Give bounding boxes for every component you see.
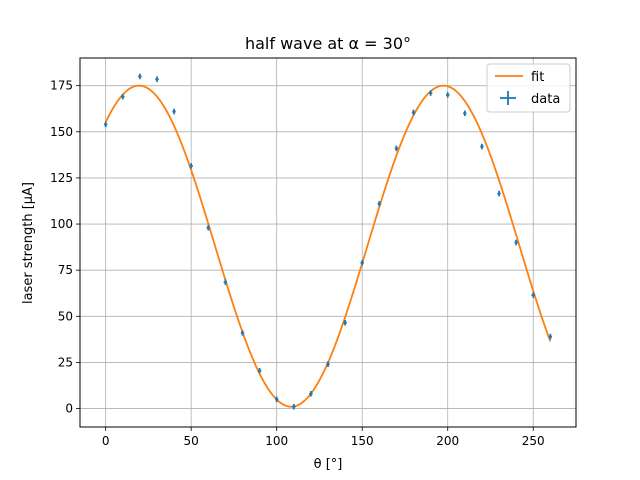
data-point bbox=[428, 90, 433, 96]
data-point bbox=[155, 76, 159, 82]
y-tick-label: 50 bbox=[58, 309, 73, 323]
y-tick-label: 100 bbox=[50, 217, 73, 231]
y-tick-label: 175 bbox=[50, 79, 73, 93]
x-tick-label: 150 bbox=[351, 434, 374, 448]
x-tick-label: 250 bbox=[522, 434, 545, 448]
data-point bbox=[309, 391, 313, 397]
data-point bbox=[463, 110, 467, 117]
legend: fit data bbox=[486, 63, 571, 113]
y-axis-ticks: 0 25 50 75 100 125 150 175 bbox=[50, 79, 80, 416]
data-point bbox=[446, 92, 450, 98]
data-point bbox=[121, 93, 125, 100]
x-axis-label: θ [°] bbox=[314, 457, 343, 472]
data-point bbox=[138, 73, 142, 80]
data-point bbox=[206, 224, 210, 231]
y-tick-label: 0 bbox=[65, 402, 73, 416]
fit-curve bbox=[104, 84, 552, 408]
data-point bbox=[531, 292, 535, 298]
legend-fit-label: fit bbox=[531, 70, 544, 85]
fit-layer bbox=[104, 84, 552, 408]
data-point bbox=[189, 163, 193, 169]
x-tick-label: 0 bbox=[102, 434, 110, 448]
data-point bbox=[497, 190, 501, 197]
x-tick-label: 50 bbox=[184, 434, 199, 448]
data-point bbox=[240, 330, 245, 336]
x-axis-ticks: 0 50 100 150 200 250 bbox=[102, 427, 545, 448]
data-point bbox=[103, 121, 108, 128]
data-layer bbox=[103, 73, 553, 410]
grid-lines bbox=[80, 58, 576, 427]
data-point bbox=[343, 319, 347, 326]
data-point bbox=[548, 333, 553, 340]
data-point bbox=[274, 396, 279, 403]
data-point bbox=[292, 403, 296, 410]
data-point bbox=[411, 109, 416, 116]
y-tick-label: 125 bbox=[50, 171, 73, 185]
y-tick-label: 75 bbox=[58, 263, 73, 277]
legend-data-label: data bbox=[531, 92, 560, 107]
data-point bbox=[480, 143, 484, 150]
data-point bbox=[377, 200, 382, 207]
data-point bbox=[326, 361, 330, 368]
chart-title: half wave at α = 30° bbox=[245, 34, 411, 53]
x-tick-label: 100 bbox=[265, 434, 288, 448]
data-point bbox=[172, 108, 176, 115]
data-point bbox=[223, 279, 228, 285]
y-tick-label: 25 bbox=[58, 355, 73, 369]
data-point bbox=[257, 367, 262, 374]
data-point bbox=[514, 239, 518, 246]
y-tick-label: 150 bbox=[50, 125, 73, 139]
plot-frame bbox=[79, 57, 577, 428]
y-axis-label: laser strength [μA] bbox=[21, 182, 36, 304]
data-point bbox=[360, 260, 364, 266]
data-point bbox=[394, 145, 399, 152]
x-tick-label: 200 bbox=[436, 434, 459, 448]
